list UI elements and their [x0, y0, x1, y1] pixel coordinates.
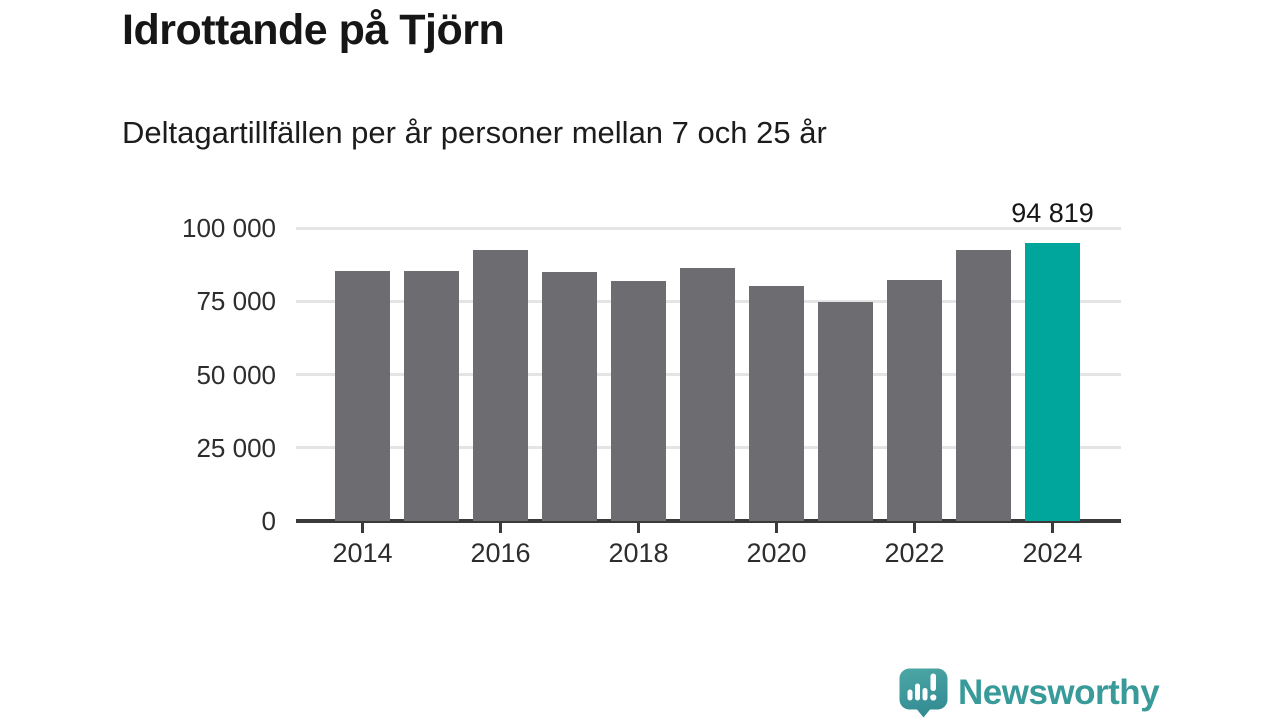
bar-2017: [542, 272, 597, 521]
chart-subtitle: Deltagartillfällen per år personer mella…: [122, 115, 827, 150]
gridline-100000: [296, 226, 1121, 230]
x-tick-mark-2022: [913, 523, 916, 533]
bar-2020: [749, 286, 804, 521]
x-tick-label-2016: 2016: [470, 538, 531, 568]
bar-2019: [680, 268, 735, 521]
logo-bars-and-exclamation: [907, 673, 937, 701]
y-axis-labels: 0 25 000 50 000 75 000 100 000: [100, 215, 276, 534]
y-tick-label-25000: 25 000: [196, 432, 276, 463]
bar-2016: [473, 250, 528, 521]
x-tick-label-2020: 2020: [746, 538, 807, 568]
bar-chart-plot-area: 94 819: [296, 200, 1133, 533]
x-tick-label-2024: 2024: [1022, 538, 1083, 568]
x-tick-mark-2018: [637, 523, 640, 533]
x-tick-mark-2014: [361, 523, 364, 533]
bar-2015: [404, 271, 459, 521]
bar-2018: [611, 281, 666, 521]
x-tick-label-2022: 2022: [884, 538, 945, 568]
bar-2024: [1025, 243, 1080, 521]
x-axis-labels: 2014 2016 2018 2020 2022 2024: [296, 538, 1121, 574]
newsworthy-logo-icon: [899, 668, 948, 718]
bar-2022: [887, 280, 942, 521]
y-tick-label-100000: 100 000: [182, 213, 276, 243]
x-tick-label-2018: 2018: [608, 538, 669, 568]
y-tick-label-50000: 50 000: [196, 359, 276, 390]
chart-title: Idrottande på Tjörn: [122, 6, 505, 54]
newsworthy-branding: Newsworthy: [897, 666, 1160, 719]
x-axis-line: [296, 519, 1121, 523]
bar-2014: [335, 271, 390, 521]
y-tick-label-0: 0: [261, 506, 276, 536]
x-tick-mark-2024: [1051, 523, 1054, 533]
x-tick-label-2014: 2014: [332, 538, 393, 568]
bar-2023: [956, 250, 1011, 521]
y-tick-label-75000: 75 000: [196, 286, 276, 317]
x-tick-mark-2016: [499, 523, 502, 533]
newsworthy-logo-text: Newsworthy: [958, 672, 1160, 712]
highlight-value-label: 94 819: [972, 200, 1133, 227]
bar-2021: [818, 302, 873, 521]
x-tick-mark-2020: [775, 523, 778, 533]
